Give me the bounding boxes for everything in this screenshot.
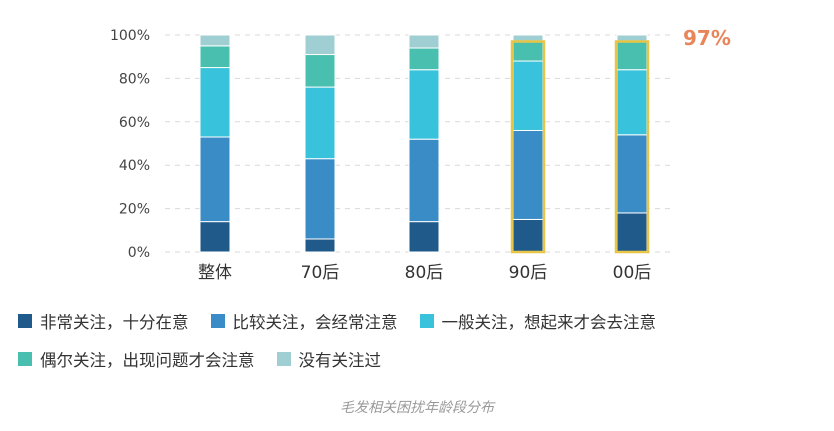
y-tick-label: 100% bbox=[110, 28, 150, 44]
bar-segment bbox=[304, 34, 336, 56]
legend-swatch bbox=[18, 314, 32, 328]
x-tick-label: 00后 bbox=[613, 263, 652, 283]
bar-segment bbox=[408, 221, 440, 253]
chart-caption: 毛发相关困扰年龄段分布 bbox=[340, 400, 494, 416]
bar-segment bbox=[408, 34, 440, 49]
bar-segment bbox=[199, 136, 231, 223]
chart-legend: 非常关注，十分在意 比较关注，会经常注意 一般关注，想起来才会去注意偶尔关注，出现问… bbox=[18, 308, 828, 372]
bar-segment bbox=[512, 41, 544, 62]
bar-segment bbox=[408, 69, 440, 140]
bar-segment bbox=[199, 67, 231, 138]
legend-swatch bbox=[276, 352, 291, 366]
legend-label: 没有关注过 bbox=[298, 351, 382, 370]
bar-segment bbox=[199, 34, 231, 47]
x-tick-label: 80后 bbox=[405, 263, 444, 283]
legend-swatch bbox=[18, 352, 32, 366]
highlight-box bbox=[614, 40, 650, 254]
legend-label: 比较关注，会经常注意 bbox=[232, 313, 398, 332]
highlight-box bbox=[510, 40, 546, 254]
legend-item: 偶尔关注，出现问题才会注意 bbox=[18, 346, 255, 372]
legend-label: 一般关注，想起来才会去注意 bbox=[441, 313, 657, 332]
legend-item: 非常关注，十分在意 bbox=[18, 308, 189, 334]
legend-item: 没有关注过 bbox=[276, 346, 382, 372]
x-tick-label: 90后 bbox=[509, 263, 548, 283]
bar-segment bbox=[304, 238, 336, 253]
y-tick-label: 80% bbox=[119, 71, 150, 87]
bar-segment bbox=[512, 129, 544, 220]
bar-segment bbox=[304, 54, 336, 88]
stacked-bar-chart: 0% 20% 40% 60% 80% 100% 整体 70后 80后 90后 00后 97% bbox=[110, 26, 731, 283]
bar-segment bbox=[304, 86, 336, 160]
bar-segment bbox=[512, 60, 544, 131]
bar-segment bbox=[616, 212, 648, 253]
x-tick-label: 整体 bbox=[198, 263, 232, 283]
legend-label: 非常关注，十分在意 bbox=[40, 313, 189, 332]
y-tick-label: 0% bbox=[128, 245, 150, 261]
legend-label: 偶尔关注，出现问题才会注意 bbox=[40, 351, 255, 370]
x-tick-label: 70后 bbox=[301, 263, 340, 283]
y-tick-label: 60% bbox=[119, 115, 150, 131]
bar-segment bbox=[616, 69, 648, 136]
bar-segment bbox=[199, 45, 231, 69]
legend-item: 比较关注，会经常注意 bbox=[210, 308, 398, 334]
bar-segment bbox=[304, 158, 336, 240]
bar-segment bbox=[408, 47, 440, 71]
legend-swatch bbox=[419, 314, 434, 328]
bar-segment bbox=[616, 134, 648, 214]
bar-segment bbox=[512, 218, 544, 253]
legend-swatch bbox=[210, 314, 225, 328]
legend-item: 一般关注，想起来才会去注意 bbox=[419, 308, 657, 334]
y-tick-label: 20% bbox=[119, 202, 150, 218]
bar-segment bbox=[616, 41, 648, 71]
bar-segment bbox=[199, 221, 231, 253]
bar-segment bbox=[408, 138, 440, 223]
y-tick-label: 40% bbox=[119, 158, 150, 174]
percentage-callout: 97% bbox=[683, 26, 731, 50]
